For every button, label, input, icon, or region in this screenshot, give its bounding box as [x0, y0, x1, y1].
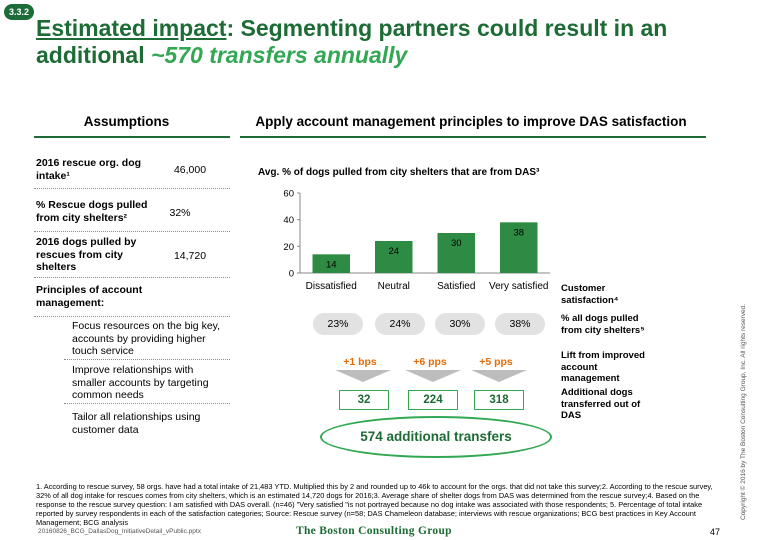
assumption-label-pct: % Rescue dogs pulled from city shelters² [36, 199, 148, 224]
slide-title: Estimated impact: Segmenting partners co… [36, 15, 716, 69]
row-label-additional: Additional dogs transferred out of DAS [561, 387, 641, 421]
additional-box: 224 [408, 390, 458, 410]
total-transfers-oval: 574 additional transfers [320, 416, 552, 458]
right-rule [240, 136, 706, 138]
y-tick-label: 0 [289, 269, 294, 280]
category-label: Dissatisfied [306, 281, 357, 292]
assumption-label-intake: 2016 rescue org. dog intake¹ [36, 157, 142, 182]
title-part2: : Segmenting partners could result in an… [36, 15, 668, 68]
row-label-pct: % all dogs pulled from city shelters⁵ [561, 313, 645, 336]
divider [34, 188, 230, 189]
row-label-satisfaction: Customer satisfaction⁴ [561, 283, 619, 306]
bar-value-label: 38 [513, 227, 524, 238]
lift-value: +5 pps [479, 356, 513, 368]
title-highlight: ~570 transfers annually [151, 42, 408, 68]
assumptions-heading: Assumptions [83, 114, 170, 129]
copyright: Copyright © 2016 by The Boston Consultin… [740, 303, 747, 520]
pct-oval-very-satisfied: 38% [495, 313, 545, 335]
bar-value-label: 24 [388, 246, 399, 257]
pct-oval-neutral: 24% [375, 313, 425, 335]
chevron-down-icon [335, 370, 391, 382]
divider [34, 277, 230, 278]
y-tick-label: 20 [283, 242, 294, 253]
category-label: Very satisfied [489, 281, 548, 292]
assumptions-rule [34, 136, 230, 138]
chevron-down-icon [471, 370, 527, 382]
pct-oval-dissatisfied: 23% [313, 313, 363, 335]
pct-oval-satisfied: 30% [435, 313, 485, 335]
bar-value-label: 30 [451, 238, 462, 249]
additional-box: 318 [474, 390, 524, 410]
right-heading: Apply account management principles to i… [255, 114, 687, 129]
divider [34, 231, 230, 232]
principle-item: Tailor all relationships using customer … [72, 411, 201, 436]
title-part1: Estimated impact [36, 15, 227, 41]
assumption-label-pulled: 2016 dogs pulled by rescues from city sh… [36, 236, 137, 273]
section-badge: 3.3.2 [4, 4, 34, 20]
principles-label: Principles of account management: [36, 284, 143, 309]
bar-1 [375, 241, 413, 273]
lift-value: +1 bps [343, 356, 377, 368]
additional-box: 32 [339, 390, 389, 410]
row-label-lift: Lift from improved account management [561, 350, 645, 384]
page-number: 47 [710, 527, 721, 537]
chart-title: Avg. % of dogs pulled from city shelters… [258, 167, 540, 178]
assumption-value-pulled: 14,720 [173, 250, 207, 262]
file-name: 20160826_BCG_DallasDog_InitiativeDetail_… [38, 528, 201, 535]
assumption-value-intake: 46,000 [173, 164, 207, 176]
divider [64, 403, 230, 404]
principle-item: Focus resources on the big key, accounts… [72, 320, 221, 357]
y-tick-label: 40 [283, 215, 294, 226]
bar-3 [500, 222, 538, 273]
satisfaction-bar-chart: 0 20 40 60 14 Dissatisfied 24 Neutral 30 Satisfie… [283, 189, 550, 292]
category-label: Satisfied [437, 281, 475, 292]
y-tick-label: 60 [283, 189, 294, 200]
category-label: Neutral [378, 281, 410, 292]
divider [64, 359, 230, 360]
divider [34, 316, 230, 317]
chevron-down-icon [405, 370, 461, 382]
bar-0 [312, 254, 350, 273]
assumption-value-pct: 32% [169, 207, 191, 219]
bar-value-label: 14 [326, 259, 337, 270]
bcg-logo-text: The Boston Consulting Group [296, 525, 452, 537]
lift-value: +6 pps [413, 356, 447, 368]
principle-item: Improve relationships with smaller accou… [72, 364, 209, 401]
footnote: 1. According to rescue survey, 58 orgs. … [36, 482, 713, 527]
bar-2 [437, 233, 475, 273]
